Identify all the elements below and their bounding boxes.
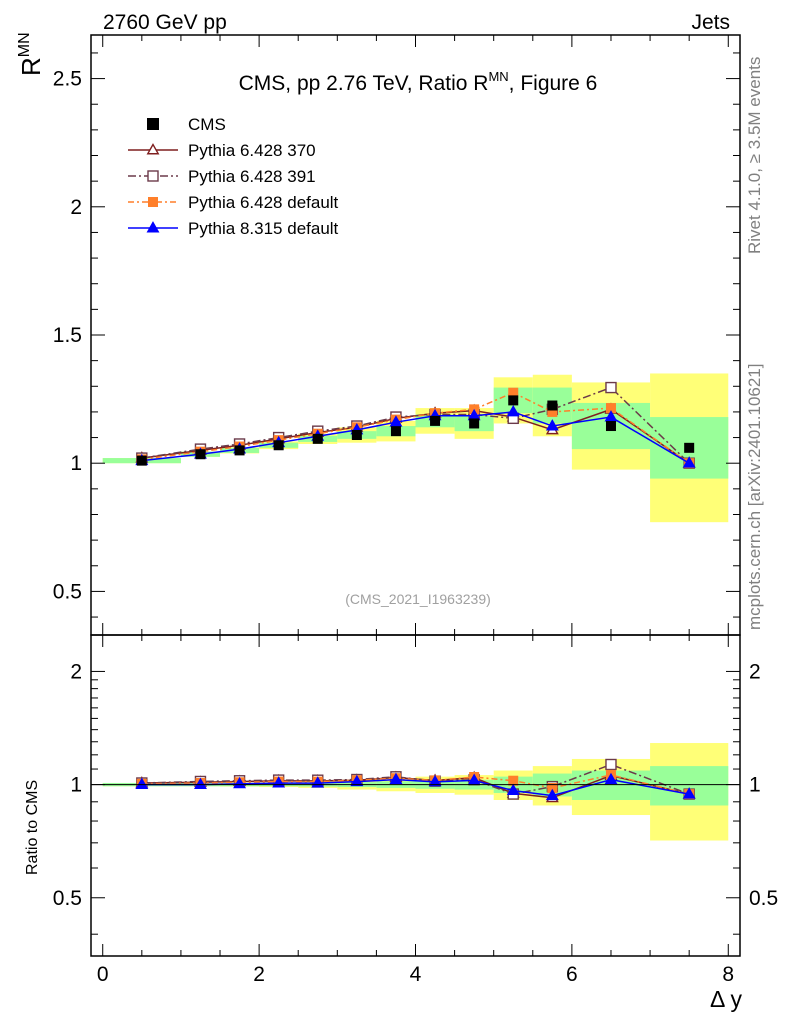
ratio-3-point [233,776,247,789]
header-left: 2760 GeV pp [103,11,227,34]
ratio-3-point [506,783,520,796]
ratio-3-point [135,777,149,790]
y-tick-label: 1.5 [53,324,82,347]
ratio-3-point [545,788,559,801]
analysis-label: (CMS_2021_I1963239) [345,591,491,607]
cms-data-point [351,430,362,440]
series-2-point [547,406,558,417]
ratio-3-point [682,787,696,799]
series-2-point [508,387,519,398]
y-axis-title: RMN [16,32,46,76]
cms-data-point [234,445,245,456]
legend: CMS Pythia 6.428 370 Pythia 6.428 391 Pythi… [128,115,339,238]
series-3-point [545,419,559,431]
y-tick-label: 0.5 [53,580,82,603]
main-series [135,381,696,469]
ratio-1-point [605,758,617,771]
title-suffix: , Figure 6 [509,72,598,95]
x-tick-label: 0 [97,963,109,986]
ratio-y-tick-label-right: 1 [749,774,761,797]
cms-data-point [508,395,519,406]
legend-label: Pythia 8.315 default [188,219,339,238]
cms-data-point [136,455,147,466]
legend-marker [147,118,159,130]
ratio-y-tick-label: 2 [70,660,82,683]
legend-label: Pythia 6.428 370 [188,141,316,160]
cms-data-point [430,415,441,426]
ratio-series [91,758,740,803]
ratio-uncertainty-bands [102,743,729,841]
ratio-2-point [547,782,558,793]
ratio-2-point [508,775,519,786]
y-tick-label: 1 [70,452,82,475]
legend-marker [146,143,160,155]
series-3-point [389,415,403,427]
x-tick-label: 6 [566,963,578,986]
title-main: CMS, pp 2.76 TeV, Ratio R [239,72,489,95]
mcplots-label: mcplots.cern.ch [arXiv:2401.10621] [745,364,764,630]
series-3-point [604,410,618,422]
axis-ticks: 0 2 4 6 8 0.5 1 1.5 2 2.5 0.5 0.5 1 1 2 2 [53,35,778,986]
ratio-3-point [194,777,207,790]
ratio-3-point [428,774,442,787]
cms-data-point [469,418,480,429]
cms-data-point [684,442,695,453]
title-sup: MN [488,69,508,84]
plot-title: CMS, pp 2.76 TeV, Ratio RMN, Figure 6 [239,69,598,95]
ratio-y-tick-label: 1 [70,774,82,797]
header-right: Jets [691,11,730,34]
ratio-3-point [604,772,618,785]
y-axis-title-main: R [16,57,46,76]
x-axis-title: Δ y [710,986,742,1012]
legend-label: CMS [188,115,226,134]
cms-data-point [273,440,284,451]
series-3-point [682,456,696,468]
cms-data-point [195,449,206,460]
ratio-y-axis-title: Ratio to CMS [24,780,41,875]
y-tick-label: 2 [70,196,82,219]
legend-marker [147,170,159,182]
ratio-3-point [389,772,403,785]
legend-marker [146,221,160,233]
series-1-point [605,381,617,394]
ratio-3-point [350,774,364,787]
series-2-point [605,403,616,414]
y-axis-title-sup: MN [16,32,33,57]
ratio-y-tick-label: 0.5 [53,887,82,910]
series-3-point [506,405,520,417]
legend-label: Pythia 6.428 default [188,193,339,212]
cms-data-point [547,400,558,411]
legend-marker [148,197,158,207]
ratio-y-tick-label-right: 2 [749,660,761,683]
x-tick-label: 4 [410,963,422,986]
legend-label: Pythia 6.428 391 [188,167,316,186]
x-tick-label: 2 [253,963,265,986]
rivet-label: Rivet 4.1.0, ≥ 3.5M events [745,57,764,254]
cms-data-point [312,433,323,444]
cms-data-point [390,426,401,437]
ratio-y-tick-label-right: 0.5 [749,887,778,910]
y-tick-label: 2.5 [53,68,82,91]
x-tick-label: 8 [722,963,734,986]
cms-data-point [605,421,616,432]
